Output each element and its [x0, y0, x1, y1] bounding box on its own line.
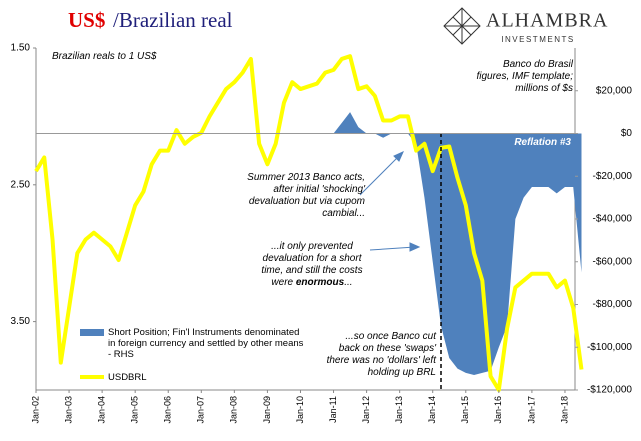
x-tick-label: Jan-16 [493, 396, 503, 424]
y2-tick-label: -$40,000 [593, 214, 633, 225]
x-tick-label: Jan-15 [460, 396, 470, 424]
cutback-note: ...so once Banco cut back on these 'swap… [326, 331, 436, 378]
logo-icon [443, 7, 481, 45]
x-tick-label: Jan-12 [361, 396, 371, 424]
y2-tick-label: -$20,000 [593, 171, 633, 182]
legend-area: Short Position; Fin'l Instruments denomi… [108, 327, 304, 360]
prevented-note: ...it only prevented devaluation for a s… [255, 241, 369, 289]
legend-swatch-area [80, 329, 104, 336]
units-left: Brazilian reals to 1 US$ [52, 51, 157, 62]
y2-tick-label: $0 [621, 128, 633, 139]
x-tick-label: Jan-10 [295, 396, 305, 424]
legend-line: USDBRL [108, 372, 147, 383]
x-tick-label: Jan-05 [130, 396, 140, 424]
y-tick-label: 1.50 [11, 43, 31, 54]
y2-tick-label: -$60,000 [593, 256, 633, 267]
units-right: Banco do Brasil figures, IMF template; m… [476, 59, 573, 94]
x-tick-label: Jan-13 [394, 396, 404, 424]
x-tick-label: Jan-18 [559, 396, 569, 424]
x-tick-label: Jan-11 [328, 396, 338, 423]
area [333, 112, 582, 376]
y-tick-label: 2.50 [11, 179, 31, 190]
y2-tick-label: -$100,000 [587, 342, 632, 353]
x-tick-label: Jan-04 [96, 396, 106, 424]
reflation-label: Reflation #3 [514, 137, 571, 148]
prevented-emphasis: enormous [295, 277, 345, 288]
x-tick-label: Jan-14 [427, 396, 437, 424]
y2-tick-label: -$120,000 [587, 385, 632, 396]
prevented-text: ...it only prevented devaluation for a s… [261, 241, 363, 288]
x-tick-label: Jan-08 [229, 396, 239, 424]
y-tick-label: 3.50 [11, 316, 31, 327]
x-tick-label: Jan-17 [526, 396, 536, 424]
line [34, 54, 584, 392]
title-currency: US$ [68, 8, 105, 32]
y2-tick-label: $20,000 [596, 85, 633, 96]
prevented-end: ... [344, 277, 353, 288]
logo-sub: INVESTMENTS [501, 35, 574, 44]
x-tick-label: Jan-02 [30, 396, 40, 424]
x-tick-label: Jan-09 [262, 396, 272, 424]
y2-tick-label: -$80,000 [593, 299, 633, 310]
summer-note: Summer 2013 Banco acts, after initial 's… [247, 172, 365, 219]
x-tick-label: Jan-06 [163, 396, 173, 424]
logo-name: ALHAMBRA [486, 10, 608, 32]
x-tick-label: Jan-07 [196, 396, 206, 424]
x-tick-label: Jan-03 [63, 396, 73, 424]
arrows [359, 151, 421, 252]
title-rest: /Brazilian real [113, 8, 233, 32]
